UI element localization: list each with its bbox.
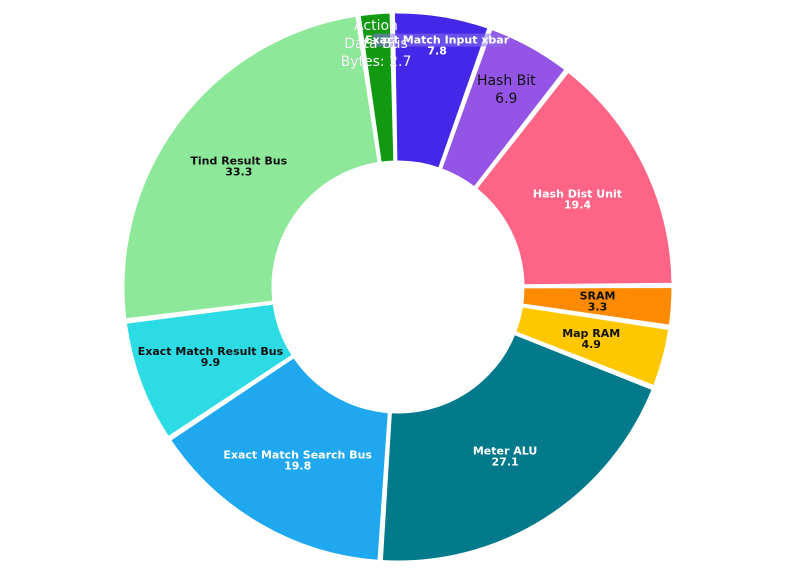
slice-value-label: 7.8 xyxy=(427,45,447,58)
slice-action-data-bus-bytes[interactable] xyxy=(357,10,397,165)
slice-name-label: SRAM xyxy=(580,290,616,303)
slice-value-label: 33.3 xyxy=(225,165,252,178)
slice-value-label: 27.1 xyxy=(492,455,519,468)
slice-name-label: Tind Result Bus xyxy=(190,154,287,167)
slice-label-action-data-bus-bytes: Action Data Bus Bytes: 2.7 xyxy=(340,18,412,70)
slice-exact-match-search-bus[interactable] xyxy=(167,354,391,563)
slice-meter-alu[interactable] xyxy=(379,331,655,564)
slice-value-label: 4.9 xyxy=(581,338,601,351)
slice-label-hash-bit: Hash Bit 6.9 xyxy=(477,73,536,107)
slice-tind-result-bus[interactable] xyxy=(121,13,381,322)
slice-value-label: 3.3 xyxy=(588,301,608,314)
slice-exact-match-input-xbar[interactable] xyxy=(391,10,491,171)
slice-value-label: Bytes: 2.7 xyxy=(341,54,412,70)
slice-name-label: Exact Match Input xbar xyxy=(365,34,510,47)
slice-exact-match-result-bus[interactable] xyxy=(123,301,295,440)
slice-name-label: Hash Dist Unit xyxy=(533,187,622,200)
slice-name-label: Hash Bit xyxy=(477,73,536,89)
slice-hash-dist-unit[interactable] xyxy=(473,69,675,288)
label-highlight xyxy=(373,33,502,47)
slice-name-label: Data Bus xyxy=(344,36,408,52)
slice-name-label: Meter ALU xyxy=(473,444,537,457)
slice-name-label: Action xyxy=(354,18,398,34)
slice-value-label: 19.8 xyxy=(284,460,311,473)
slice-value-label: 6.9 xyxy=(495,91,517,107)
slices-layer xyxy=(121,10,675,564)
slice-map-ram[interactable] xyxy=(512,304,672,389)
slice-value-label: 9.9 xyxy=(201,356,221,369)
slice-name-label: Map RAM xyxy=(562,327,620,340)
slice-hash-bit[interactable] xyxy=(438,26,568,190)
slice-name-label: Exact Match Result Bus xyxy=(138,345,284,358)
slice-name-label: Exact Match Search Bus xyxy=(223,449,372,462)
slice-value-label: 19.4 xyxy=(564,198,591,211)
